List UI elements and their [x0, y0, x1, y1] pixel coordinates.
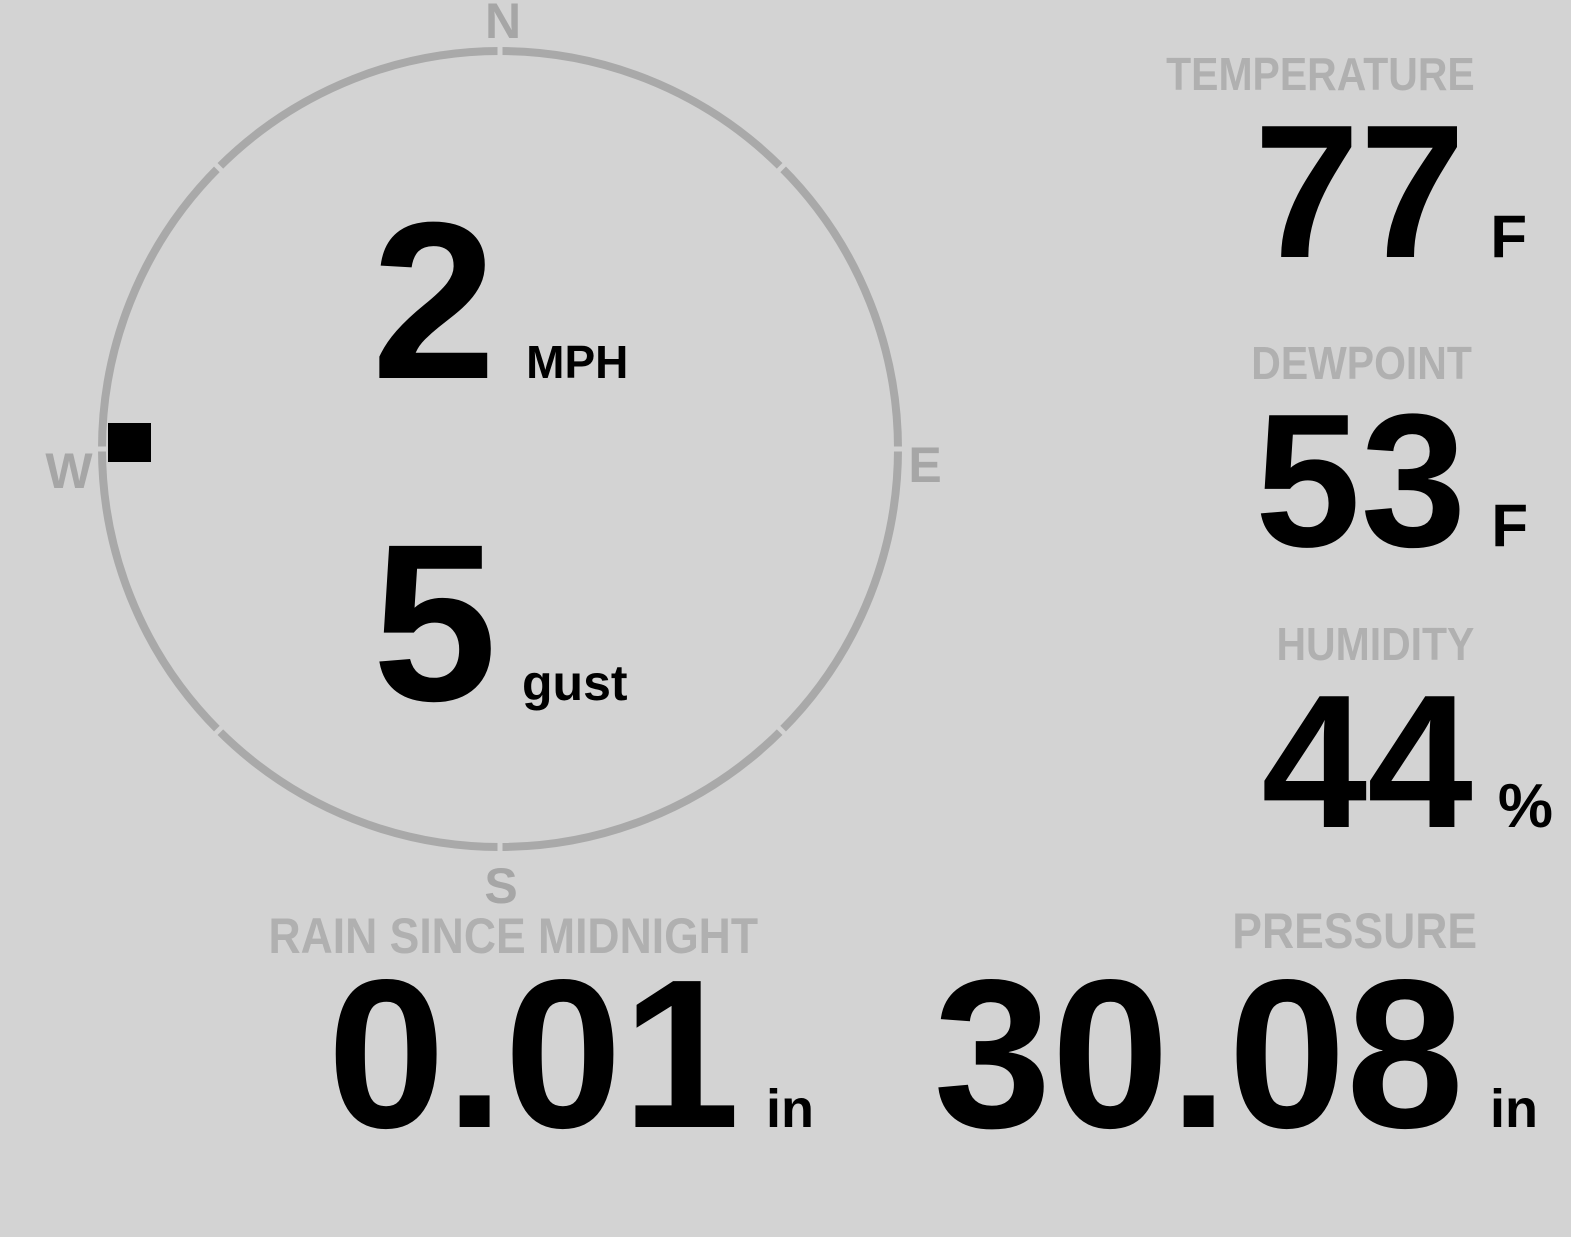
humidity-label: HUMIDITY [1276, 618, 1474, 670]
compass-dial [90, 39, 910, 859]
compass-tick-gaps [90, 39, 910, 859]
metric-dewpoint: DEWPOINT 53 F [1224, 340, 1528, 576]
metric-humidity: HUMIDITY 44 % [1252, 621, 1553, 857]
wind-direction-marker [108, 423, 151, 462]
metric-pressure: PRESSURE 30.08 in [933, 906, 1538, 1160]
pressure-value: 30.08 [933, 935, 1464, 1172]
temperature-unit: F [1490, 203, 1527, 270]
wind-gust-value: 5 [372, 498, 498, 748]
compass-label-south: S [484, 858, 518, 914]
wind-speed-row: 2 MPH [372, 189, 629, 413]
pressure-label: PRESSURE [1232, 903, 1477, 959]
compass-label-east: E [908, 437, 942, 493]
humidity-unit: % [1497, 772, 1553, 841]
dewpoint-value: 53 [1255, 375, 1467, 587]
metric-temperature: TEMPERATURE 77 F [1128, 51, 1527, 287]
compass-label-north: N [484, 0, 522, 49]
temperature-label: TEMPERATURE [1166, 48, 1475, 100]
compass-label-west: W [45, 443, 93, 499]
wind-speed-value: 2 [371, 176, 497, 426]
metric-rain: RAIN SINCE MIDNIGHT 0.01 in [208, 908, 815, 1172]
wind-gust-unit: gust [522, 655, 628, 711]
dewpoint-unit: F [1491, 492, 1528, 559]
rain-unit: in [766, 1079, 814, 1139]
humidity-value: 44 [1261, 656, 1473, 868]
dewpoint-label: DEWPOINT [1251, 337, 1472, 389]
pressure-unit: in [1490, 1079, 1538, 1139]
rain-value: 0.01 [327, 935, 740, 1172]
wind-gust-row: 5 gust [372, 511, 627, 735]
wind-speed-unit: MPH [526, 336, 629, 388]
rain-label: RAIN SINCE MIDNIGHT [268, 908, 759, 964]
temperature-value: 77 [1254, 86, 1466, 298]
